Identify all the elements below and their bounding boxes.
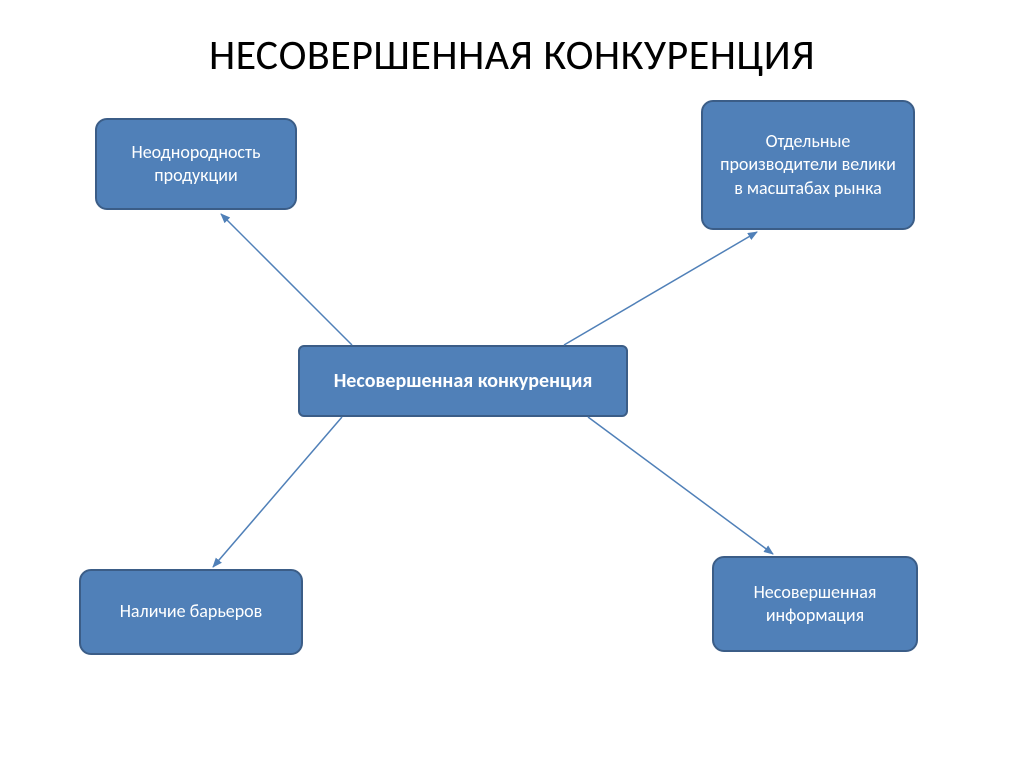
node-center: Несовершенная конкуренция [298,345,628,417]
node-bottom-left: Наличие барьеров [79,569,303,655]
slide-title: НЕСОВЕРШЕННАЯ КОНКУРЕНЦИЯ [0,30,1024,81]
node-top-left: Неоднородность продукции [95,118,297,210]
node-bottom-right: Несовершенная информация [712,556,918,652]
node-top-right: Отдельные производители велики в масштаб… [701,100,915,230]
